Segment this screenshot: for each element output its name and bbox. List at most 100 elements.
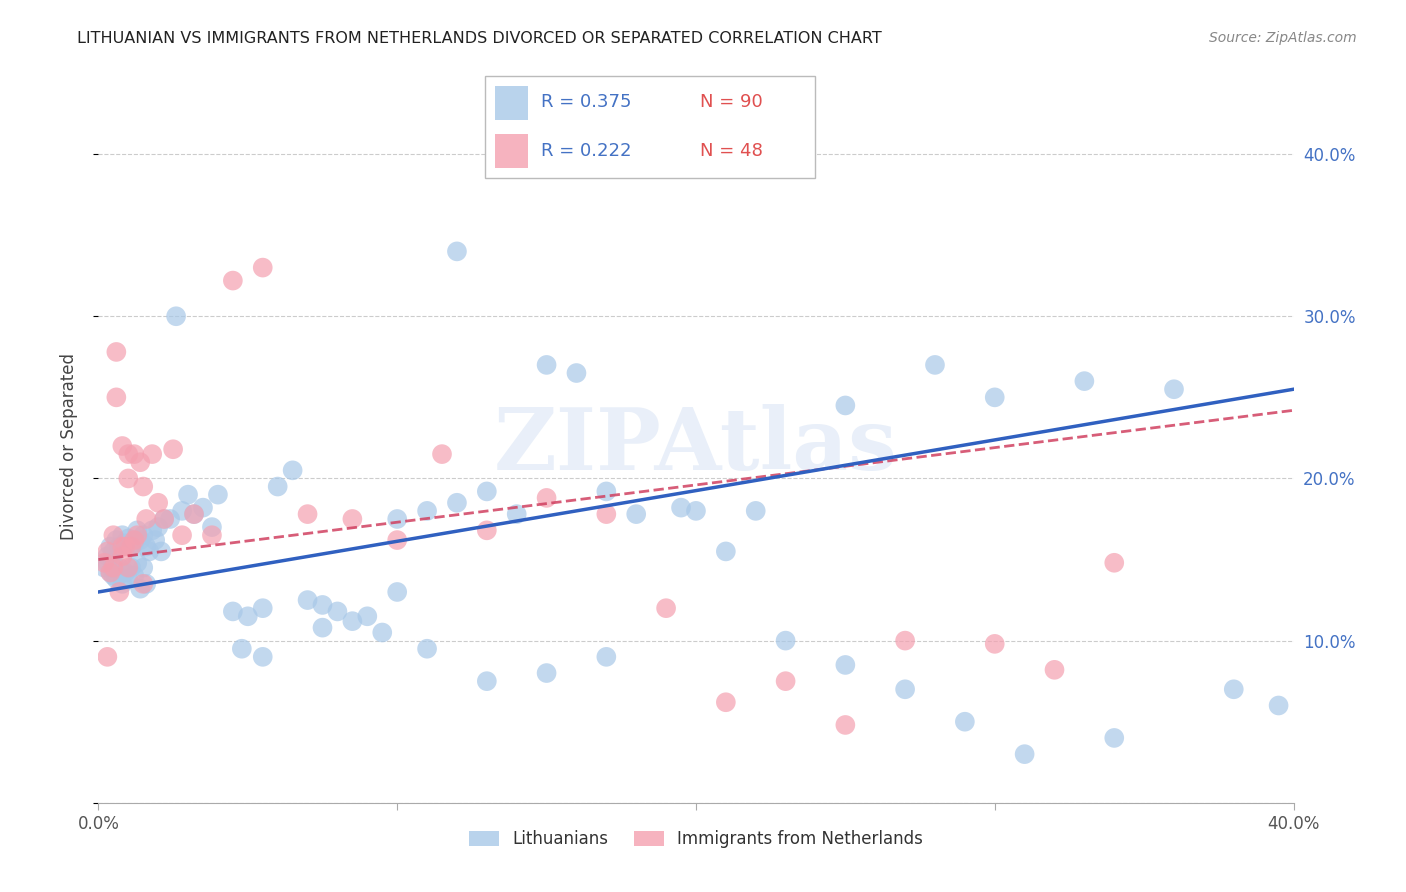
Point (159, 512, 181, 526)
Point (595, 649, 617, 664)
Point (595, 507, 617, 521)
Point (172, 504, 194, 518)
Point (894, 633, 917, 648)
Point (117, 447, 139, 461)
Point (595, 484, 617, 499)
Point (924, 358, 946, 372)
Point (129, 455, 152, 469)
Point (984, 390, 1007, 404)
Point (416, 504, 439, 518)
Point (685, 504, 707, 518)
Point (111, 577, 134, 591)
Point (252, 260, 274, 275)
Point (98, 566, 122, 580)
Point (93, 560, 115, 574)
Point (1223, 682, 1246, 697)
FancyBboxPatch shape (485, 76, 815, 178)
Point (183, 507, 205, 521)
Point (475, 484, 498, 499)
Point (834, 657, 856, 672)
Point (252, 649, 274, 664)
Point (326, 604, 349, 618)
Point (177, 488, 200, 502)
Point (775, 633, 797, 648)
Point (127, 528, 149, 542)
Point (127, 524, 149, 538)
Point (96, 544, 118, 558)
Point (132, 528, 155, 542)
Point (108, 560, 131, 574)
Point (138, 544, 160, 558)
Point (371, 625, 394, 640)
Point (117, 560, 139, 574)
Point (124, 533, 146, 547)
Point (111, 540, 134, 554)
Point (105, 345, 128, 359)
Point (281, 463, 304, 477)
Point (669, 500, 692, 515)
Point (775, 674, 797, 689)
Point (129, 533, 152, 547)
Point (111, 528, 134, 542)
Point (98, 540, 122, 554)
Point (385, 512, 409, 526)
Bar (495, 135, 529, 168)
Point (745, 504, 768, 518)
Text: ZIPAtlas: ZIPAtlas (494, 404, 898, 488)
Point (96, 549, 118, 564)
Point (506, 507, 529, 521)
Point (475, 674, 498, 689)
Point (385, 585, 409, 599)
Point (103, 544, 125, 558)
Point (96, 649, 118, 664)
Point (446, 496, 468, 510)
Point (141, 524, 163, 538)
Point (105, 572, 128, 586)
Point (207, 488, 229, 502)
Point (1043, 663, 1066, 677)
Point (953, 714, 976, 729)
Point (120, 540, 142, 554)
Point (120, 560, 142, 574)
Point (117, 532, 139, 546)
Point (236, 609, 259, 624)
Point (222, 274, 245, 288)
Point (105, 533, 128, 547)
Point (103, 556, 125, 570)
Point (1163, 382, 1185, 396)
Legend: Lithuanians, Immigrants from Netherlands: Lithuanians, Immigrants from Netherlands (463, 824, 929, 855)
Point (475, 524, 498, 538)
Point (536, 491, 558, 505)
Text: R = 0.222: R = 0.222 (541, 142, 631, 160)
Point (103, 568, 125, 582)
Point (894, 682, 917, 697)
Point (984, 637, 1007, 651)
Point (714, 695, 737, 709)
Point (714, 544, 737, 558)
Point (297, 507, 319, 521)
Point (132, 479, 155, 493)
Bar (495, 87, 529, 120)
Point (135, 540, 157, 554)
Point (165, 310, 187, 324)
Text: LITHUANIAN VS IMMIGRANTS FROM NETHERLANDS DIVORCED OR SEPARATED CORRELATION CHAR: LITHUANIAN VS IMMIGRANTS FROM NETHERLAND… (77, 31, 882, 46)
Point (834, 399, 856, 413)
Point (124, 536, 146, 550)
Text: N = 48: N = 48 (700, 142, 762, 160)
Point (201, 528, 224, 542)
Point (153, 512, 176, 526)
Point (342, 614, 364, 628)
Point (103, 560, 125, 574)
Point (132, 560, 155, 574)
Point (1104, 731, 1126, 745)
Point (267, 479, 290, 493)
Point (356, 609, 378, 624)
Point (108, 585, 131, 599)
Point (93, 556, 115, 570)
Point (252, 601, 274, 615)
Point (342, 512, 364, 526)
Point (135, 577, 157, 591)
Point (565, 366, 588, 380)
Point (536, 358, 558, 372)
Point (162, 442, 184, 457)
